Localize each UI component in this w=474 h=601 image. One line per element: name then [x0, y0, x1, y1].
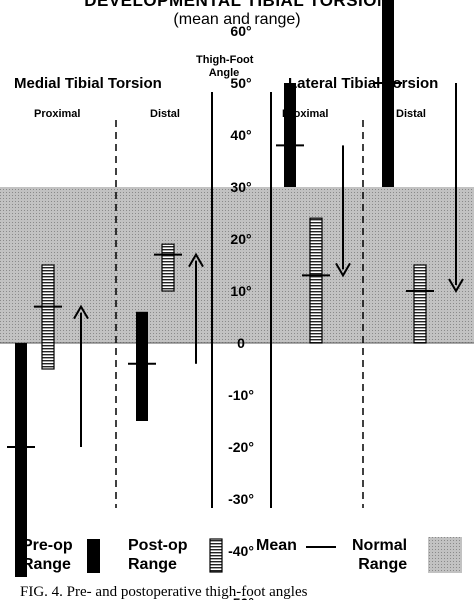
preop-range-bar [382, 0, 394, 187]
y-tick-label: 20° [230, 231, 251, 247]
y-tick-label: -20° [228, 439, 254, 455]
figure-caption: FIG. 4. Pre- and postoperative thigh-foo… [20, 584, 308, 600]
chart-subtitle: (mean and range) [173, 11, 301, 28]
legend-preop-line-2: Range [22, 556, 71, 573]
postop-range-bar [161, 243, 175, 292]
change-arrow-head [73, 304, 89, 320]
y-tick-label: -50° [228, 595, 254, 600]
legend-postop-line-2: Range [128, 556, 177, 573]
y-tick-label: -30° [228, 491, 254, 507]
y-tick-label: -10° [228, 387, 254, 403]
change-arrow-head [335, 262, 351, 278]
legend-postop-line-1: Post-op [128, 537, 188, 554]
chart-title: DEVELOPMENTAL TIBIAL TORSION [84, 0, 390, 10]
y-tick-label: 0 [237, 335, 245, 351]
postop-range-bar [41, 264, 55, 370]
postop-range-bar [309, 217, 323, 344]
legend-postop-swatch [209, 538, 223, 573]
normal-range-band [0, 187, 474, 343]
subgroup-label-medial-proximal: Proximal [34, 108, 81, 120]
y-tick-label: 40° [230, 127, 251, 143]
legend-preop-line-1: Pre-op [22, 537, 73, 554]
change-arrow-head [188, 252, 204, 268]
legend-postop-label: Post-op Range [128, 536, 188, 574]
y-tick-label: 50° [230, 75, 251, 91]
legend-normal-line-2: Range [358, 556, 408, 573]
legend-normal-label: Normal Range [352, 536, 407, 574]
group-label-lateral: Lateral Tibial Torsion [288, 75, 439, 92]
postop-range-bar [413, 264, 427, 344]
legend-normal-swatch [428, 537, 462, 573]
legend-normal-line-1: Normal [352, 537, 408, 554]
y-tick-label: 10° [230, 283, 251, 299]
subgroup-label-lateral-distal: Distal [396, 108, 426, 120]
axis-title: Thigh-Foot Angle [196, 54, 254, 80]
preop-range-bar [284, 83, 296, 187]
group-label-medial: Medial Tibial Torsion [14, 75, 162, 92]
subgroup-label-medial-distal: Distal [150, 108, 180, 120]
preop-range-bar [15, 343, 27, 577]
preop-range-bar [136, 311, 148, 421]
axis-title-line-1: Thigh-Foot [196, 54, 254, 66]
legend-preop-label: Pre-op Range [22, 536, 73, 574]
y-tick-label: 30° [230, 179, 251, 195]
axis-title-line-2: Angle [208, 67, 240, 79]
change-arrow-head [448, 278, 464, 293]
y-tick-label: -40° [228, 543, 254, 559]
legend-mean-label: Mean [256, 537, 297, 554]
legend-preop-swatch [87, 539, 100, 573]
y-tick-label: 60° [230, 23, 251, 39]
